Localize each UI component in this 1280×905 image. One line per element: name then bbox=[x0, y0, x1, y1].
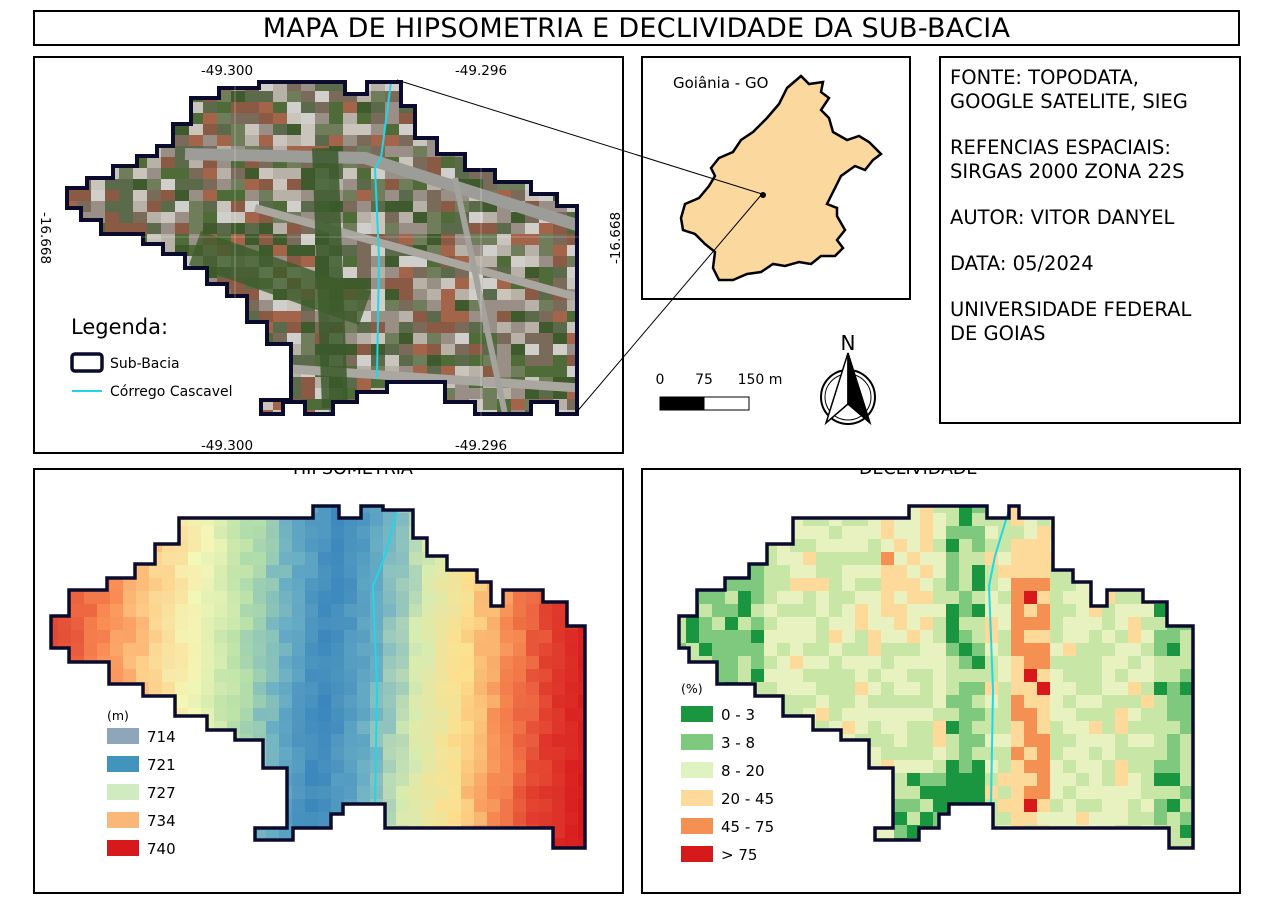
locator-map-frame: Goiânia - GO bbox=[641, 56, 911, 300]
info-line: AUTOR: VITOR DANYEL bbox=[950, 206, 1175, 229]
hyp-legend: 714 721 727 734 740 bbox=[107, 728, 176, 858]
scale-tick-75: 75 bbox=[695, 372, 713, 388]
dec-legend: 0 - 3 3 - 8 8 - 20 20 - 45 45 - 75 > 75 bbox=[681, 706, 774, 864]
legend-sub-bacia-symbol bbox=[70, 352, 104, 373]
dec-legend-swatch bbox=[681, 734, 713, 750]
info-line: UNIVERSIDADE FEDERAL bbox=[950, 298, 1192, 321]
dec-legend-swatch bbox=[681, 706, 713, 722]
dec-legend-swatch bbox=[681, 790, 713, 806]
dec-stream-line bbox=[987, 509, 1010, 805]
declivity-frame: (%) 0 - 3 3 - 8 8 - 20 20 - 45 45 - 75 > 75 D… bbox=[641, 468, 1241, 894]
locator-label: Goiânia - GO bbox=[673, 74, 768, 92]
hyp-legend-label: 734 bbox=[147, 812, 176, 830]
coord-top-left: -49.300 bbox=[201, 63, 253, 79]
legend-corrego-label: Córrego Cascavel bbox=[110, 384, 233, 400]
coord-right: -16.668 bbox=[608, 212, 624, 264]
info-line: REFENCIAS ESPACIAIS: bbox=[950, 136, 1171, 159]
hyp-legend-label: 727 bbox=[147, 784, 176, 802]
coord-top-right: -49.296 bbox=[455, 63, 507, 79]
corrego-cascavel-line bbox=[373, 81, 392, 379]
hypsometry-map[interactable]: (m) 714 721 727 734 740 bbox=[35, 470, 624, 894]
declivity-map[interactable]: (%) 0 - 3 3 - 8 8 - 20 20 - 45 45 - 75 > 75 bbox=[643, 470, 1241, 894]
scale-bar: 0 75 150 m bbox=[656, 372, 783, 411]
coord-bottom-left: -49.300 bbox=[201, 438, 253, 454]
hyp-legend-swatch bbox=[107, 812, 139, 828]
title-box: MAPA DE HIPSOMETRIA E DECLIVIDADE DA SUB… bbox=[33, 10, 1240, 46]
goiania-shape bbox=[679, 74, 883, 282]
hyp-legend-swatch bbox=[107, 784, 139, 800]
info-line: FONTE: TOPODATA, bbox=[950, 66, 1139, 89]
hyp-legend-unit: (m) bbox=[107, 708, 129, 723]
hyp-title: HIPSOMETRIA bbox=[281, 470, 425, 479]
hypsometry-frame: (m) 714 721 727 734 740 HIPSOMETRIA bbox=[33, 468, 624, 894]
hyp-legend-label: 740 bbox=[147, 840, 176, 858]
info-lines: FONTE: TOPODATA, GOOGLE SATELITE, SIEG REF… bbox=[950, 66, 1230, 346]
scale-tick-0: 0 bbox=[656, 372, 665, 388]
coord-bottom-right: -49.296 bbox=[455, 438, 507, 454]
info-line bbox=[950, 114, 1230, 136]
scale-tick-150: 150 m bbox=[738, 372, 783, 388]
sub-bacia-location-dot bbox=[760, 192, 766, 198]
dec-legend-swatch bbox=[681, 762, 713, 778]
info-line bbox=[950, 184, 1230, 206]
hyp-legend-swatch bbox=[107, 756, 139, 772]
info-line: GOOGLE SATELITE, SIEG bbox=[950, 90, 1188, 113]
dec-legend-swatch bbox=[681, 846, 713, 862]
north-label: N bbox=[841, 331, 856, 355]
north-arrow: N bbox=[820, 331, 876, 426]
dec-legend-label: > 75 bbox=[721, 846, 757, 864]
hyp-legend-label: 721 bbox=[147, 756, 176, 774]
dec-legend-label: 45 - 75 bbox=[721, 818, 774, 836]
coord-left: -16.668 bbox=[37, 212, 53, 264]
info-line: SIRGAS 2000 ZONA 22S bbox=[950, 160, 1185, 183]
legend-sub-bacia-label: Sub-Bacia bbox=[110, 356, 180, 372]
satellite-map[interactable]: -49.300 -49.296 -49.300 -49.296 -16.668 … bbox=[35, 58, 624, 454]
hyp-legend-swatch bbox=[107, 840, 139, 856]
dec-legend-label: 0 - 3 bbox=[721, 706, 755, 724]
info-line bbox=[950, 276, 1230, 298]
locator-map[interactable]: Goiânia - GO bbox=[643, 58, 911, 300]
dec-legend-label: 20 - 45 bbox=[721, 790, 774, 808]
hyp-legend-label: 714 bbox=[147, 728, 176, 746]
dec-legend-label: 8 - 20 bbox=[721, 762, 765, 780]
info-line: DATA: 05/2024 bbox=[950, 252, 1094, 275]
info-line: DE GOIAS bbox=[950, 322, 1046, 345]
dec-legend-swatch bbox=[681, 818, 713, 834]
hyp-stream-line bbox=[371, 509, 398, 805]
dec-title: DECLIVIDADE bbox=[847, 470, 990, 479]
info-box: FONTE: TOPODATA, GOOGLE SATELITE, SIEG REF… bbox=[939, 56, 1241, 424]
dec-legend-unit: (%) bbox=[681, 681, 703, 696]
legend-title: Legenda: bbox=[71, 315, 168, 339]
satellite-map-frame: -49.300 -49.296 -49.300 -49.296 -16.668 … bbox=[33, 56, 624, 454]
info-line bbox=[950, 230, 1230, 252]
map-title: MAPA DE HIPSOMETRIA E DECLIVIDADE DA SUB… bbox=[262, 12, 1011, 44]
dec-legend-label: 3 - 8 bbox=[721, 734, 755, 752]
hyp-legend-swatch bbox=[107, 728, 139, 744]
